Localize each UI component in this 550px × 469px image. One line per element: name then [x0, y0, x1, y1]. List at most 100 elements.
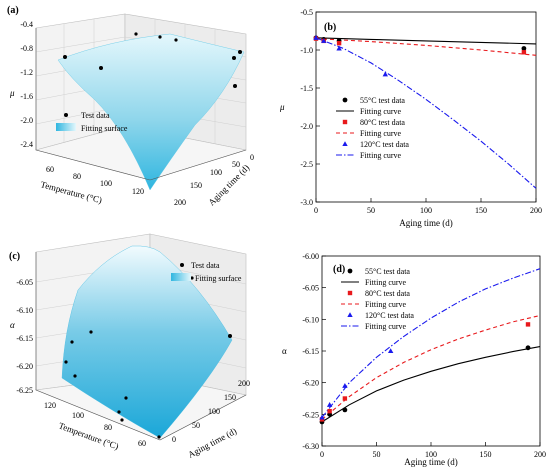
- d-y-tick-label: -6.30: [302, 442, 319, 451]
- b-data-point: [336, 45, 342, 51]
- panel-b-title: (b): [324, 22, 336, 33]
- d-data-point: [342, 383, 348, 388]
- panel-a-z-tick: -0.4: [20, 20, 33, 29]
- panel-a-legend-points: Test data: [81, 111, 110, 120]
- panel-a-point: [232, 56, 236, 60]
- panel-c-legend-points: Test data: [191, 261, 220, 270]
- panel-d-title: (d): [333, 264, 345, 275]
- panel-c-legend-surface: Fitting surface: [195, 274, 242, 283]
- panel-c-point: [228, 334, 232, 338]
- panel-b: 0 50 100 150 200 -0.5 -1.0 -1.5 -2.0 -2.5 -3.0 55°…: [279, 8, 542, 228]
- d-legend-label: Fitting curve: [365, 300, 407, 309]
- panel-c: -6.05 -6.10 -6.15 -6.20 -6.25 α 120 100 …: [9, 233, 250, 460]
- d-data-point: [387, 348, 394, 353]
- d-y-tick-label: -6.25: [302, 410, 319, 419]
- panel-a-point: [158, 35, 162, 39]
- panel-a-point: [233, 84, 237, 88]
- d-x-tick-label: 200: [534, 450, 546, 459]
- d-data-point: [327, 408, 332, 414]
- b-data-point: [521, 46, 527, 51]
- panel-b-series: [313, 35, 537, 189]
- b-x-tick-label: 50: [367, 206, 375, 215]
- panel-a-time-tick: 150: [190, 181, 202, 190]
- panel-c-point: [124, 396, 128, 400]
- panel-a-point: [99, 66, 103, 70]
- panel-a-temp-tick: 120: [132, 187, 144, 196]
- d-x-tick-label: 100: [425, 450, 437, 459]
- panel-a-temp-tick: 60: [46, 165, 54, 174]
- panel-a-z-tick: -1.2: [20, 68, 33, 77]
- panel-c-point: [64, 360, 68, 364]
- panel-c-point: [120, 418, 124, 422]
- d-fitting-curve: [321, 268, 541, 418]
- panel-a-point: [134, 32, 138, 36]
- panel-a-label: (a): [7, 5, 19, 16]
- d-legend-label: Fitting curve: [365, 278, 407, 287]
- panel-c-z-label: α: [10, 320, 15, 330]
- panel-c-temp-tick: 100: [72, 411, 84, 420]
- panel-c-label: (c): [9, 251, 20, 262]
- panel-a-time-tick: 50: [232, 160, 240, 169]
- panel-a-time-tick: 200: [174, 198, 186, 207]
- b-data-point: [521, 50, 527, 55]
- b-legend-label: 120°C test data: [360, 140, 409, 149]
- d-y-tick-label: -6.20: [302, 379, 319, 388]
- panel-c-test-points: [64, 276, 232, 439]
- panel-c-point: [117, 410, 121, 414]
- d-legend-marker: [347, 312, 353, 317]
- panel-c-point: [89, 330, 93, 334]
- b-x-tick-label: 200: [530, 206, 542, 215]
- b-fitting-curve: [315, 37, 537, 189]
- b-legend-label: Fitting curve: [360, 151, 402, 160]
- b-legend-label: Fitting curve: [360, 107, 402, 116]
- panel-b-legend: 55°C test data Fitting curve 80°C test dat…: [336, 96, 409, 160]
- d-y-tick-label: -6.10: [302, 315, 319, 324]
- panel-a-temp-tick: 100: [100, 179, 112, 188]
- b-legend-marker: [342, 119, 348, 125]
- panel-c-time-label: Aging time (d): [186, 426, 238, 460]
- b-legend-marker: [342, 97, 348, 103]
- panel-c-time-tick: 50: [192, 421, 200, 430]
- b-legend-marker: [342, 141, 348, 146]
- d-legend-marker: [347, 268, 353, 274]
- panel-a-z-tick: -2.0: [20, 116, 33, 125]
- panel-c-z-tick: -6.15: [16, 334, 33, 343]
- panel-a-point: [174, 38, 178, 42]
- panel-a-point: [238, 50, 242, 54]
- panel-d-plot-frame: [321, 255, 541, 447]
- panel-c-time-tick: 0: [172, 435, 176, 444]
- panel-c-point: [190, 276, 194, 280]
- b-data-point: [382, 71, 388, 77]
- b-legend-label: 80°C test data: [360, 118, 405, 127]
- panel-a-fitting-surface: [57, 33, 245, 191]
- panel-b-ylabel: μ: [279, 102, 285, 112]
- panel-a-z-label: μ: [9, 88, 15, 98]
- panel-c-point: [157, 435, 161, 439]
- panel-a-time-tick: 0: [250, 153, 254, 162]
- b-y-tick-label: -1.5: [300, 84, 313, 93]
- d-legend-marker: [347, 290, 353, 296]
- b-x-tick-label: 100: [420, 206, 432, 215]
- b-data-point: [321, 38, 327, 43]
- b-fitting-curve: [315, 38, 537, 56]
- panel-d-ylabel: α: [282, 346, 287, 356]
- panel-c-temp-tick: 80: [104, 423, 112, 432]
- panel-c-z-tick: -6.20: [16, 362, 33, 371]
- panel-c-z-tick: -6.25: [16, 386, 33, 395]
- panel-a: -0.4 -0.8 -1.2 -1.6 -2.0 -2.4 μ 60 80 10…: [7, 5, 254, 207]
- b-y-tick-label: -1.0: [300, 46, 313, 55]
- b-y-tick-label: -0.5: [300, 8, 313, 17]
- panel-c-legend-surface-swatch: [171, 273, 191, 281]
- d-y-tick-label: -6.05: [302, 284, 319, 293]
- b-legend-label: Fitting curve: [360, 129, 402, 138]
- panel-a-z-tick: -0.8: [20, 44, 33, 53]
- panel-c-z-tick: -6.05: [16, 278, 33, 287]
- d-data-point: [342, 396, 348, 401]
- panel-c-point: [70, 340, 74, 344]
- panel-d-xlabel: Aging time (d): [404, 457, 458, 467]
- b-data-point: [313, 35, 319, 40]
- panel-c-time-tick: 150: [224, 393, 236, 402]
- panel-d-series: [319, 268, 541, 425]
- panel-d: 0 50 100 150 200 -6.00 -6.05 -6.10 -6.15 -6.20 -6.…: [282, 252, 546, 467]
